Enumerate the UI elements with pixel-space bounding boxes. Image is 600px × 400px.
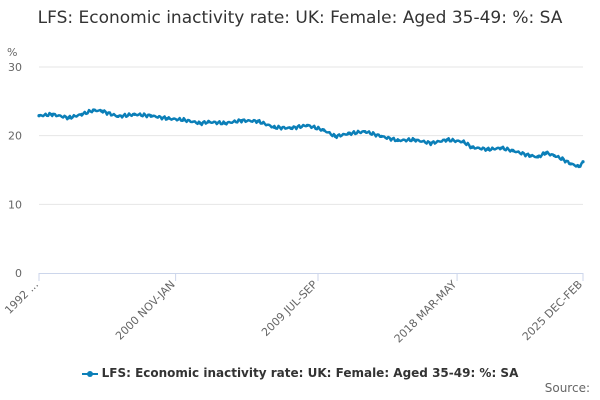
data-point bbox=[581, 160, 585, 164]
data-point bbox=[363, 129, 367, 134]
series-line bbox=[37, 108, 585, 168]
data-point bbox=[536, 155, 540, 159]
data-point bbox=[445, 138, 449, 142]
data-point bbox=[511, 149, 515, 153]
data-point bbox=[305, 123, 309, 127]
x-tick-label: 2025 DEC-FEB bbox=[520, 278, 585, 343]
data-point bbox=[132, 112, 137, 116]
data-point bbox=[470, 145, 474, 149]
data-point bbox=[544, 151, 548, 155]
data-point bbox=[486, 147, 490, 151]
data-point bbox=[80, 112, 84, 116]
data-point bbox=[198, 121, 202, 125]
y-tick-label: 10 bbox=[8, 198, 22, 211]
data-point bbox=[333, 134, 337, 138]
data-point bbox=[50, 112, 54, 116]
data-point bbox=[37, 114, 41, 118]
legend[interactable]: LFS: Economic inactivity rate: UK: Femal… bbox=[0, 366, 600, 380]
legend-label: LFS: Economic inactivity rate: UK: Femal… bbox=[101, 366, 519, 380]
y-tick-label: 30 bbox=[8, 61, 22, 74]
data-point bbox=[577, 164, 581, 169]
data-point bbox=[289, 126, 293, 130]
data-point bbox=[256, 119, 260, 123]
data-point bbox=[560, 157, 565, 161]
data-point bbox=[149, 114, 153, 118]
y-axis-label: % bbox=[7, 46, 17, 59]
data-point bbox=[552, 153, 556, 158]
data-point bbox=[182, 118, 186, 122]
data-point bbox=[206, 120, 211, 124]
data-point bbox=[223, 121, 227, 125]
data-point bbox=[272, 125, 276, 130]
data-point bbox=[116, 114, 120, 119]
x-tick-label: 2000 NOV-JAN bbox=[113, 278, 178, 343]
y-tick-label: 0 bbox=[15, 267, 22, 280]
data-point bbox=[346, 132, 351, 136]
data-point bbox=[99, 109, 104, 113]
data-point bbox=[322, 128, 326, 132]
data-point bbox=[527, 153, 532, 158]
x-tick-label: 2009 JUL-SEP bbox=[259, 278, 320, 339]
x-tick-label: 1992 ... bbox=[2, 278, 41, 317]
y-tick-label: 20 bbox=[8, 130, 22, 143]
data-point bbox=[165, 116, 169, 121]
data-point bbox=[462, 140, 466, 144]
x-tick-label: 2018 MAR-MAY bbox=[392, 278, 460, 346]
data-point bbox=[429, 141, 433, 145]
chart-title: LFS: Economic inactivity rate: UK: Femal… bbox=[37, 8, 563, 28]
data-point bbox=[569, 162, 573, 166]
data-point bbox=[239, 118, 244, 123]
data-point bbox=[396, 138, 400, 143]
legend-line-marker-icon bbox=[81, 369, 98, 379]
data-point bbox=[67, 116, 71, 120]
data-point bbox=[91, 108, 95, 112]
source-credit[interactable]: Source: bbox=[544, 381, 590, 395]
data-point bbox=[499, 146, 504, 150]
data-point bbox=[412, 138, 416, 142]
data-point bbox=[379, 134, 383, 138]
